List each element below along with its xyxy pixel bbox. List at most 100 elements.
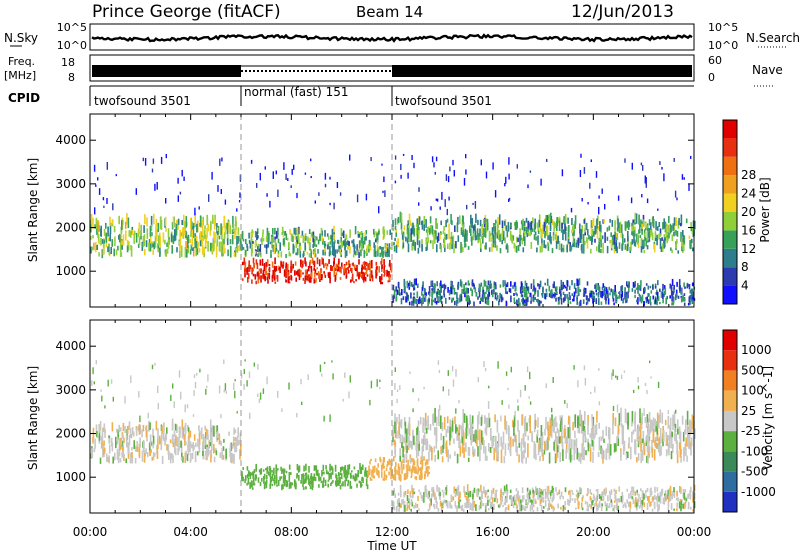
heatmap-cell — [408, 213, 411, 224]
heatmap-cell — [354, 250, 357, 256]
heatmap-cell — [185, 230, 187, 239]
heatmap-cell — [547, 243, 550, 251]
heatmap-cell — [175, 222, 177, 234]
heatmap-cell — [492, 487, 495, 494]
heatmap-cell — [242, 238, 245, 242]
heatmap-cell — [552, 490, 555, 498]
heatmap-cell — [560, 284, 563, 291]
heatmap-cell — [330, 238, 332, 242]
heatmap-cell — [381, 246, 383, 255]
heatmap-cell — [639, 425, 642, 432]
heatmap-cell — [305, 463, 307, 471]
heatmap-cell — [474, 223, 476, 232]
heatmap-cell — [143, 225, 145, 233]
heatmap-cell — [433, 230, 435, 238]
heatmap-cell — [371, 275, 374, 282]
heatmap-cell — [573, 238, 576, 248]
heatmap-cell — [608, 446, 611, 460]
heatmap-cell — [454, 493, 457, 498]
heatmap-cell — [185, 241, 187, 253]
heatmap-cell — [276, 484, 278, 487]
heatmap-cell — [536, 299, 538, 302]
heatmap-cell — [616, 227, 619, 232]
heatmap-cell — [366, 262, 368, 267]
heatmap-cell — [395, 229, 397, 237]
heatmap-cell — [269, 473, 271, 477]
heatmap-cell — [219, 452, 222, 458]
heatmap-cell — [628, 501, 630, 506]
heatmap-cell — [321, 257, 323, 265]
heatmap-cell — [183, 228, 185, 233]
heatmap-cell — [548, 285, 551, 292]
heatmap-cell — [214, 232, 216, 244]
heatmap-cell — [550, 212, 552, 223]
heatmap-cell — [229, 239, 232, 245]
heatmap-cell — [532, 289, 534, 292]
heatmap-cell — [226, 222, 229, 235]
heatmap-cell — [317, 249, 319, 254]
heatmap-cell — [540, 178, 542, 186]
heatmap-cell — [211, 425, 214, 436]
heatmap-cell — [249, 265, 252, 270]
heatmap-cell — [539, 455, 541, 462]
heatmap-cell — [246, 474, 249, 478]
heatmap-cell — [301, 476, 303, 481]
heatmap-cell — [509, 225, 511, 231]
heatmap-cell — [336, 264, 339, 268]
heatmap-cell — [583, 243, 585, 252]
heatmap-cell — [319, 364, 322, 373]
heatmap-cell — [470, 422, 472, 429]
heatmap-cell — [459, 279, 462, 287]
heatmap-cell — [206, 227, 208, 239]
heatmap-cell — [358, 259, 360, 265]
heatmap-cell — [643, 249, 646, 254]
heatmap-cell — [363, 261, 366, 269]
heatmap-cell — [92, 235, 94, 239]
heatmap-cell — [378, 470, 380, 479]
heatmap-cell — [406, 445, 408, 453]
heatmap-cell — [407, 228, 409, 239]
heatmap-cell — [137, 243, 140, 248]
heatmap-cell — [399, 211, 402, 223]
heatmap-cell — [103, 423, 106, 432]
heatmap-cell — [304, 257, 306, 265]
heatmap-cell — [266, 474, 268, 480]
heatmap-cell — [216, 231, 219, 235]
heatmap-cell — [676, 197, 678, 201]
heatmap-cell — [418, 187, 420, 192]
heatmap-cell — [658, 438, 660, 446]
heatmap-cell — [160, 156, 163, 164]
heatmap-cell — [406, 238, 409, 244]
heatmap-cell — [424, 295, 427, 302]
heatmap-cell — [505, 484, 508, 492]
heatmap-cell — [292, 243, 295, 250]
heatmap-cell — [370, 380, 373, 389]
heatmap-cell — [601, 492, 603, 498]
heatmap-cell — [176, 436, 179, 448]
heatmap-cell — [413, 228, 416, 237]
heatmap-cell — [549, 421, 552, 437]
heatmap-cell — [519, 389, 522, 398]
heatmap-cell — [639, 497, 642, 505]
heatmap-cell — [185, 450, 187, 460]
heatmap-cell — [631, 231, 633, 236]
heatmap-cell — [457, 297, 459, 304]
heatmap-cell — [462, 288, 465, 295]
heatmap-cell — [554, 431, 557, 443]
heatmap-cell — [428, 503, 431, 511]
heatmap-cell — [434, 298, 436, 304]
heatmap-cell — [345, 234, 348, 240]
heatmap-cell — [306, 269, 309, 272]
heatmap-cell — [563, 229, 565, 235]
heatmap-cell — [564, 286, 567, 289]
heatmap-cell — [369, 460, 371, 465]
heatmap-cell — [117, 451, 120, 464]
heatmap-cell — [569, 492, 572, 497]
heatmap-cell — [670, 288, 673, 296]
heatmap-cell — [395, 461, 397, 467]
heatmap-cell — [218, 433, 221, 445]
heatmap-cell — [654, 286, 657, 289]
heatmap-cell — [506, 496, 508, 503]
heatmap-cell — [558, 429, 560, 443]
heatmap-cell — [93, 164, 96, 172]
